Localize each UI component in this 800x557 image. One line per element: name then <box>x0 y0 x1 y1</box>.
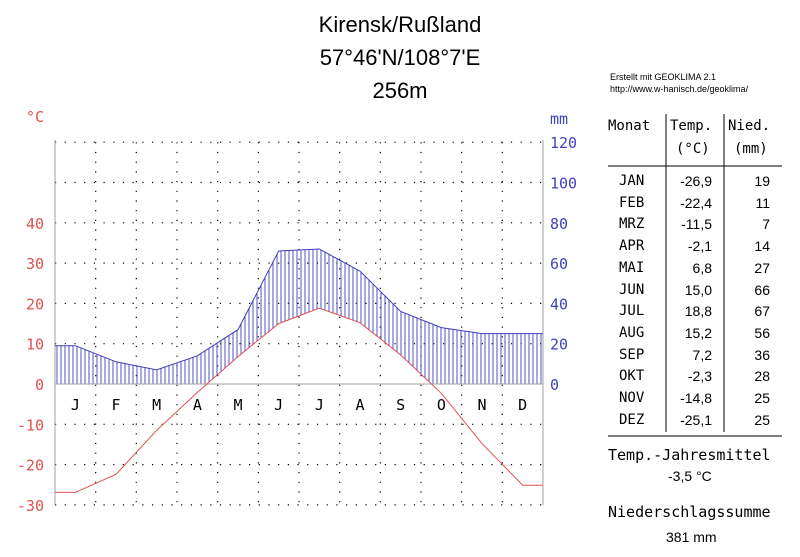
precip-tick-label: 20 <box>550 336 568 354</box>
table-cell-temp: 15,0 <box>684 281 712 298</box>
axis-labels: J F M A M J J A S O N D403020100-10-20-301201008060… <box>17 108 577 515</box>
table-cell-temp: 15,2 <box>684 324 712 341</box>
chart-axes <box>54 140 544 505</box>
table-cell-temp: -26,9 <box>680 173 712 189</box>
table-cell-temp: -2,1 <box>687 238 712 255</box>
temp-tick-label: 20 <box>26 295 44 313</box>
temp-tick-label: 10 <box>26 336 44 354</box>
credit-line: Erstellt mit GEOKLIMA 2.1 <box>610 72 717 82</box>
series-lines <box>55 248 543 493</box>
table-cell-month: NOV <box>619 390 645 406</box>
table-cell-temp: 7,2 <box>692 346 712 363</box>
table-cell-precip: 66 <box>754 281 770 298</box>
month-label: M <box>152 396 161 414</box>
table-cell-temp: -11,5 <box>681 216 712 233</box>
precip-tick-label: 40 <box>550 295 568 313</box>
table-cell-month: FEB <box>619 194 645 211</box>
precip-tick-label: 80 <box>550 215 568 233</box>
temperature-line <box>55 307 543 493</box>
table-cell-temp: 18,8 <box>684 303 712 320</box>
table-cell-month: MAI <box>619 259 645 276</box>
table-cell-month: DEZ <box>619 411 645 428</box>
table-cell-month: APR <box>619 238 645 255</box>
temp-tick-label: 40 <box>26 215 44 233</box>
table-cell-precip: 25 <box>754 390 770 406</box>
table-cell-month: SEP <box>619 346 645 363</box>
temp-tick-label: 30 <box>26 255 44 273</box>
month-label: N <box>477 396 486 414</box>
precip-sum-value: 381 mm <box>666 529 717 545</box>
table-cell-month: AUG <box>619 324 645 341</box>
temp-tick-label: -10 <box>17 416 44 434</box>
temp-tick-label: -20 <box>17 457 44 475</box>
precip-unit-label: mm <box>550 110 568 128</box>
table-cell-precip: 36 <box>754 346 770 363</box>
temp-unit-label: °C <box>26 108 44 126</box>
table-cell-temp: -2,3 <box>687 368 712 385</box>
table-cell-precip: 14 <box>754 238 770 255</box>
precip-tick-label: 120 <box>550 134 577 152</box>
month-label: J <box>315 396 324 414</box>
table-cell-precip: 11 <box>755 194 770 211</box>
temp-tick-label: 0 <box>35 376 44 394</box>
table-cell-month: JUN <box>619 281 645 298</box>
table-header-precip: Nied. <box>728 118 771 134</box>
table-header-precip-unit: (mm) <box>734 141 768 157</box>
precip-tick-label: 0 <box>550 376 559 394</box>
month-label: A <box>355 396 364 414</box>
station-coordinates: 57°46'N/108°7'E <box>319 45 481 70</box>
table-header-temp: Temp. <box>670 118 713 134</box>
station-name: Kirensk/Rußland <box>318 12 482 37</box>
temp-tick-label: -30 <box>17 497 44 515</box>
month-label: A <box>193 396 202 414</box>
table-cell-precip: 56 <box>754 324 770 341</box>
table-cell-temp: 6,8 <box>692 259 712 276</box>
table-cell-precip: 27 <box>754 259 770 276</box>
table-cell-month: MRZ <box>619 216 645 233</box>
precip-tick-label: 100 <box>550 175 577 193</box>
table-cell-precip: 19 <box>754 173 770 189</box>
month-label: D <box>518 396 527 414</box>
table-cell-month: OKT <box>619 368 645 385</box>
table-cell-temp: -14,8 <box>680 390 712 406</box>
table-cell-month: JUL <box>619 303 645 320</box>
table-cell-temp: -22,4 <box>680 194 712 211</box>
table-cell-precip: 7 <box>762 216 770 233</box>
month-label: M <box>233 396 242 414</box>
table-cell-month: JAN <box>619 173 645 189</box>
table-cell-precip: 67 <box>754 303 770 320</box>
table-cell-temp: -25,1 <box>680 411 712 428</box>
month-label: F <box>111 396 120 414</box>
precip-sum-label: Niederschlagssumme <box>608 503 771 521</box>
precip-tick-label: 60 <box>550 255 568 273</box>
credit-url: http://www.w-hanisch.de/geoklima/ <box>610 84 749 94</box>
table-header-month: Monat <box>608 118 651 134</box>
month-label: O <box>437 396 446 414</box>
table-cell-precip: 25 <box>754 411 770 428</box>
precipitation-hatching <box>56 249 542 384</box>
annual-temp-label: Temp.-Jahresmittel <box>608 446 771 464</box>
station-elevation: 256m <box>372 78 428 103</box>
month-label: J <box>71 396 80 414</box>
table-header-temp-unit: (°C) <box>676 141 710 157</box>
table-cell-precip: 28 <box>754 368 770 385</box>
month-label: J <box>274 396 283 414</box>
month-label: S <box>396 396 405 414</box>
annual-temp-value: -3,5 °C <box>668 468 712 484</box>
precipitation-line <box>55 248 543 371</box>
